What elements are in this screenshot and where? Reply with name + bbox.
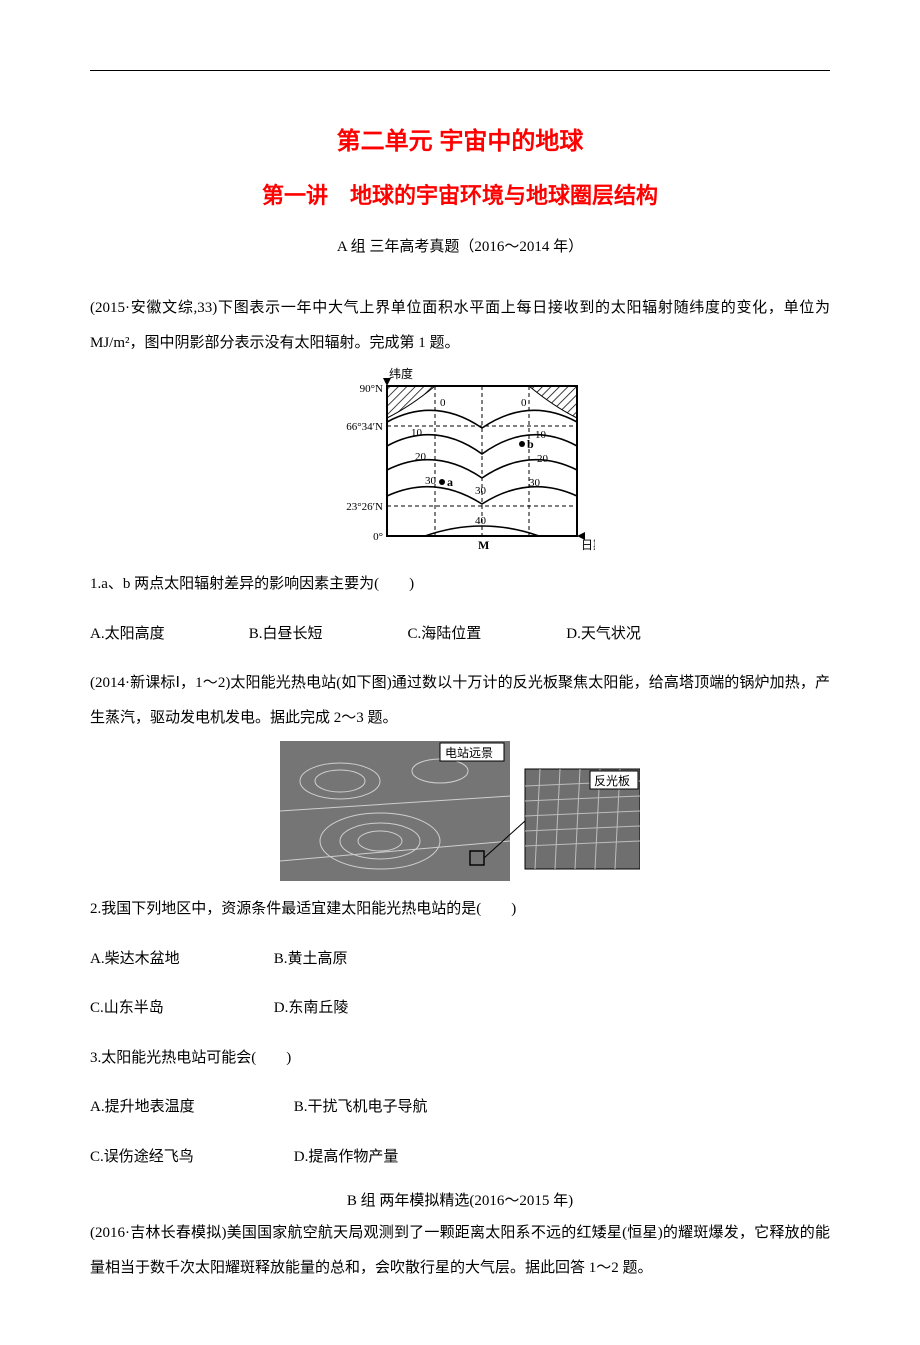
q1-opt-a: A.太阳高度 xyxy=(90,617,245,652)
svg-text:90°N: 90°N xyxy=(360,383,383,395)
q3-options-row2: C.误伤途经飞鸟 D.提高作物产量 xyxy=(90,1140,830,1175)
q1-stem: 1.a、b 两点太阳辐射差异的影响因素主要为( ) xyxy=(90,567,830,602)
q2-options-row1: A.柴达木盆地 B.黄土高原 xyxy=(90,942,830,977)
lecture-title: 第一讲 地球的宇宙环境与地球圈层结构 xyxy=(90,178,830,210)
q3-opt-c: C.误伤途经飞鸟 xyxy=(90,1140,290,1175)
x-axis-title: 日期 xyxy=(581,538,595,552)
group-a-intro: (2015·安徽文综,33)下图表示一年中大气上界单位面积水平面上每日接收到的太… xyxy=(90,291,830,360)
svg-text:30: 30 xyxy=(475,485,487,497)
svg-text:30: 30 xyxy=(529,477,541,489)
q3-options-row1: A.提升地表温度 B.干扰飞机电子导航 xyxy=(90,1090,830,1125)
q3-opt-b: B.干扰飞机电子导航 xyxy=(294,1090,428,1125)
q3-opt-a: A.提升地表温度 xyxy=(90,1090,290,1125)
y-axis-title: 纬度 xyxy=(389,366,413,381)
q2-opt-c: C.山东半岛 xyxy=(90,991,270,1026)
q1-opt-b: B.白昼长短 xyxy=(249,617,404,652)
svg-text:b: b xyxy=(527,437,534,451)
svg-text:23°26′N: 23°26′N xyxy=(346,501,383,513)
svg-text:20: 20 xyxy=(415,451,427,463)
top-rule xyxy=(90,70,830,71)
group-a-intro2: (2014·新课标Ⅰ，1～2)太阳能光热电站(如下图)通过数以十万计的反光板聚焦… xyxy=(90,666,830,735)
svg-text:10: 10 xyxy=(535,429,547,441)
q1-opt-c: C.海陆位置 xyxy=(408,617,563,652)
svg-text:40: 40 xyxy=(475,515,487,527)
figure-1: 纬度 90°N 66°34′N 23°26′N 0° 日期 0 xyxy=(90,366,830,561)
q2-opt-b: B.黄土高原 xyxy=(274,942,348,977)
svg-text:30: 30 xyxy=(425,475,437,487)
svg-text:20: 20 xyxy=(537,453,549,465)
group-b-intro: (2016·吉林长春模拟)美国国家航空航天局观测到了一颗距离太阳系不远的红矮星(… xyxy=(90,1216,830,1285)
q2-opt-d: D.东南丘陵 xyxy=(274,991,349,1026)
latitude-radiation-chart: 纬度 90°N 66°34′N 23°26′N 0° 日期 0 xyxy=(325,366,595,556)
group-a-label: A 组 三年高考真题（2016～2014 年） xyxy=(90,235,830,256)
fig2-main-label: 电站远景 xyxy=(445,746,493,760)
svg-text:a: a xyxy=(447,475,453,489)
q2-stem: 2.我国下列地区中，资源条件最适宜建太阳能光热电站的是( ) xyxy=(90,892,830,927)
group-b-label: B 组 两年模拟精选(2016～2015 年) xyxy=(90,1189,830,1210)
q3-opt-d: D.提高作物产量 xyxy=(294,1140,399,1175)
svg-text:10: 10 xyxy=(411,427,423,439)
q2-options-row2: C.山东半岛 D.东南丘陵 xyxy=(90,991,830,1026)
q2-opt-a: A.柴达木盆地 xyxy=(90,942,270,977)
q3-stem: 3.太阳能光热电站可能会( ) xyxy=(90,1041,830,1076)
q1-options: A.太阳高度 B.白昼长短 C.海陆位置 D.天气状况 xyxy=(90,617,830,652)
svg-text:0°: 0° xyxy=(373,531,383,543)
svg-text:0: 0 xyxy=(521,397,527,409)
svg-text:M: M xyxy=(478,538,489,552)
svg-text:66°34′N: 66°34′N xyxy=(346,421,383,433)
svg-text:0: 0 xyxy=(440,397,446,409)
q1-opt-d: D.天气状况 xyxy=(566,617,641,652)
unit-title: 第二单元 宇宙中的地球 xyxy=(90,121,830,156)
fig2-inset-label: 反光板 xyxy=(594,774,630,788)
figure-2: 电站远景 反光板 xyxy=(90,741,830,886)
solar-plant-photo: 电站远景 反光板 xyxy=(280,741,640,881)
